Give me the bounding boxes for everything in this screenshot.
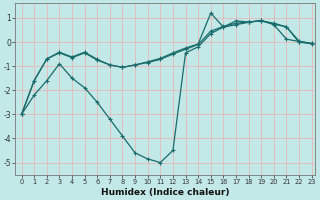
X-axis label: Humidex (Indice chaleur): Humidex (Indice chaleur) bbox=[101, 188, 230, 197]
